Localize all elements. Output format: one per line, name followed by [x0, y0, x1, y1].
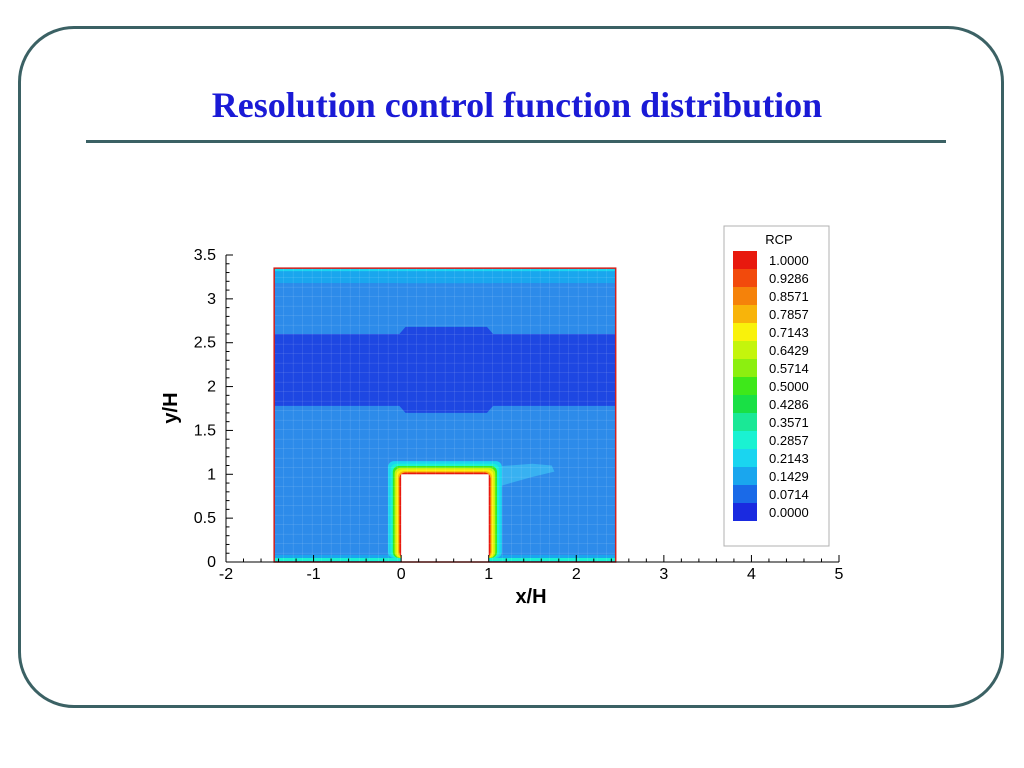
y-tick-label: 2 — [207, 379, 216, 396]
x-tick-label: 3 — [659, 566, 668, 583]
legend: RCP 1.0000 0.9286 0.8571 0.7857 0.7143 0.6429… — [723, 225, 830, 547]
x-axis-label: x/H — [515, 586, 546, 608]
y-axis-label: y/H — [160, 392, 182, 423]
legend-swatch — [733, 359, 757, 377]
title-underline — [86, 140, 946, 143]
field-wake-plume — [488, 463, 555, 488]
y-tick-label: 1.5 — [194, 422, 216, 439]
legend-swatch — [733, 413, 757, 431]
obstacle — [401, 474, 489, 562]
x-tick-label: 1 — [484, 566, 493, 583]
x-tick-label: 2 — [572, 566, 581, 583]
legend-swatch — [733, 467, 757, 485]
legend-label: 0.0714 — [769, 487, 809, 502]
legend-label: 1.0000 — [769, 253, 809, 268]
mesh-grid — [273, 267, 616, 562]
legend-label: 0.7857 — [769, 307, 809, 322]
axes: -2 -1 0 1 2 3 4 5 0 0.5 1 1.5 2 2.5 3 3.5 — [194, 247, 844, 583]
x-tick-label: -1 — [306, 566, 320, 583]
legend-swatch — [733, 449, 757, 467]
y-tick-label: 0.5 — [194, 510, 216, 527]
legend-label: 0.2857 — [769, 433, 809, 448]
legend-label: 0.5714 — [769, 361, 809, 376]
y-tick-label: 2.5 — [194, 335, 216, 352]
legend-swatch — [733, 377, 757, 395]
contour-plot-area — [273, 267, 617, 563]
legend-label: 0.4286 — [769, 397, 809, 412]
legend-label: 0.1429 — [769, 469, 809, 484]
legend-label: 0.5000 — [769, 379, 809, 394]
y-tick-label: 1 — [207, 466, 216, 483]
y-tick-label: 0 — [207, 554, 216, 571]
legend-label: 0.2143 — [769, 451, 809, 466]
x-tick-label: 0 — [397, 566, 406, 583]
field-upper-wake-band — [274, 326, 616, 413]
legend-label: 0.9286 — [769, 271, 809, 286]
legend-label: 0.7143 — [769, 325, 809, 340]
field-top-shoulder — [399, 274, 494, 284]
legend-swatch — [733, 287, 757, 305]
legend-swatch — [733, 251, 757, 269]
y-tick-label: 3.5 — [194, 247, 216, 264]
x-tick-label: 4 — [747, 566, 756, 583]
legend-swatch — [733, 395, 757, 413]
x-tick-label: 5 — [835, 566, 844, 583]
slide-title: Resolution control function distribution — [211, 85, 823, 125]
slide-frame — [18, 26, 1004, 708]
legend-swatch — [733, 269, 757, 287]
legend-label: 0.8571 — [769, 289, 809, 304]
x-tick-label: -2 — [219, 566, 233, 583]
legend-swatch — [733, 305, 757, 323]
y-tick-label: 3 — [207, 291, 216, 308]
legend-swatch — [733, 431, 757, 449]
legend-swatch — [733, 485, 757, 503]
legend-swatch — [733, 503, 757, 521]
field-top-edge — [274, 268, 616, 272]
legend-label: 0.3571 — [769, 415, 809, 430]
legend-label: 0.0000 — [769, 505, 809, 520]
legend-label: 0.6429 — [769, 343, 809, 358]
legend-swatch — [733, 323, 757, 341]
legend-swatch — [733, 341, 757, 359]
legend-title: RCP — [765, 232, 792, 247]
